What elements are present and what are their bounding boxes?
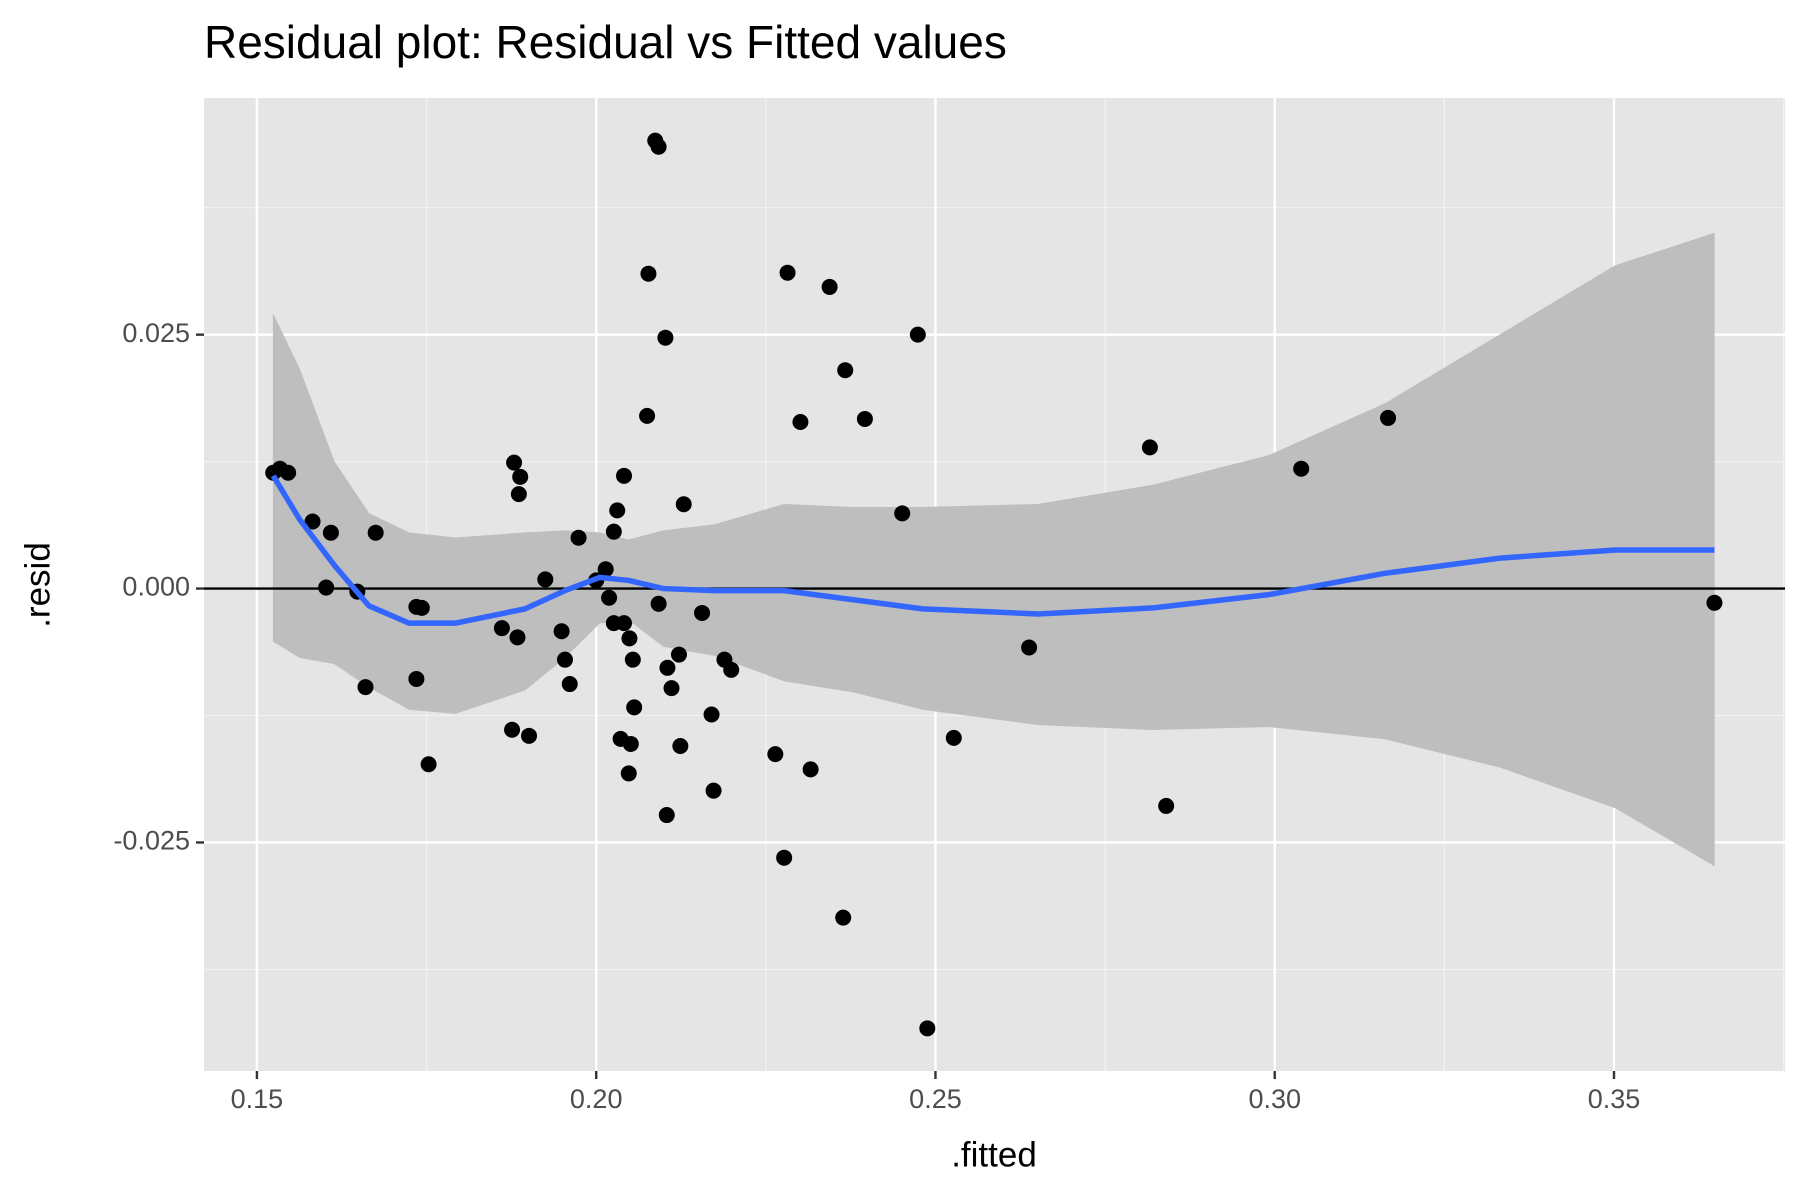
point bbox=[694, 604, 711, 621]
point bbox=[1706, 594, 1723, 611]
point bbox=[659, 659, 676, 676]
y-axis-label: .resid bbox=[18, 542, 57, 628]
point bbox=[909, 326, 926, 343]
point bbox=[658, 807, 675, 824]
point bbox=[413, 599, 430, 616]
point bbox=[304, 513, 321, 530]
point bbox=[420, 756, 437, 773]
point bbox=[506, 454, 523, 471]
x-tick-label: 0.25 bbox=[909, 1084, 962, 1114]
point bbox=[640, 265, 657, 282]
point bbox=[894, 505, 911, 522]
confidence-band bbox=[368, 512, 410, 710]
point bbox=[493, 620, 510, 637]
point bbox=[767, 746, 784, 763]
point bbox=[367, 524, 384, 541]
y-tick-label: 0.000 bbox=[122, 572, 190, 602]
point bbox=[521, 727, 538, 744]
point bbox=[1021, 639, 1038, 656]
point bbox=[672, 737, 689, 754]
point bbox=[280, 464, 297, 481]
point bbox=[553, 623, 570, 640]
point bbox=[609, 502, 626, 519]
y-tick-label: 0.025 bbox=[122, 318, 190, 348]
point bbox=[821, 278, 838, 295]
point bbox=[621, 630, 638, 647]
point bbox=[837, 362, 854, 379]
point bbox=[675, 496, 692, 513]
point bbox=[1380, 409, 1397, 426]
point bbox=[556, 651, 573, 668]
point bbox=[650, 138, 667, 155]
point bbox=[408, 670, 425, 687]
point bbox=[624, 651, 641, 668]
point bbox=[1158, 797, 1175, 814]
point bbox=[318, 579, 335, 596]
point bbox=[650, 595, 667, 612]
point bbox=[620, 765, 637, 782]
point bbox=[616, 467, 633, 484]
point bbox=[639, 407, 656, 424]
x-tick-label: 0.30 bbox=[1248, 1084, 1301, 1114]
point bbox=[1141, 439, 1158, 456]
point bbox=[792, 413, 809, 430]
point bbox=[512, 468, 529, 485]
point bbox=[835, 909, 852, 926]
point bbox=[597, 561, 614, 578]
point bbox=[570, 529, 587, 546]
smooth-line bbox=[270, 474, 1715, 626]
point bbox=[776, 849, 793, 866]
point bbox=[616, 615, 633, 632]
point bbox=[663, 680, 680, 697]
point bbox=[1293, 460, 1310, 477]
point bbox=[561, 676, 578, 693]
y-tick-label: -0.025 bbox=[113, 826, 190, 856]
confidence-band bbox=[1499, 265, 1616, 809]
confidence-band bbox=[1268, 403, 1385, 740]
x-tick-label: 0.15 bbox=[231, 1084, 284, 1114]
point bbox=[605, 523, 622, 540]
x-tick-label: 0.35 bbox=[1588, 1084, 1641, 1114]
x-tick-label: 0.20 bbox=[570, 1084, 623, 1114]
point bbox=[802, 761, 819, 778]
point bbox=[657, 329, 674, 346]
point bbox=[622, 735, 639, 752]
point bbox=[723, 661, 740, 678]
point bbox=[626, 699, 643, 716]
confidence-band bbox=[1152, 455, 1269, 731]
point bbox=[670, 646, 687, 663]
point bbox=[779, 264, 796, 281]
point bbox=[705, 782, 722, 799]
point bbox=[856, 410, 873, 427]
confidence-band bbox=[1384, 334, 1501, 768]
point bbox=[357, 679, 374, 696]
point bbox=[510, 486, 527, 503]
chart-title: Residual plot: Residual vs Fitted values bbox=[204, 16, 1007, 68]
point bbox=[703, 706, 720, 723]
point bbox=[919, 1020, 936, 1037]
point bbox=[945, 729, 962, 746]
point bbox=[322, 524, 339, 541]
x-axis-label: .fitted bbox=[951, 1135, 1037, 1174]
point bbox=[509, 629, 526, 646]
point bbox=[537, 571, 554, 588]
point bbox=[601, 589, 618, 606]
point bbox=[504, 721, 521, 738]
